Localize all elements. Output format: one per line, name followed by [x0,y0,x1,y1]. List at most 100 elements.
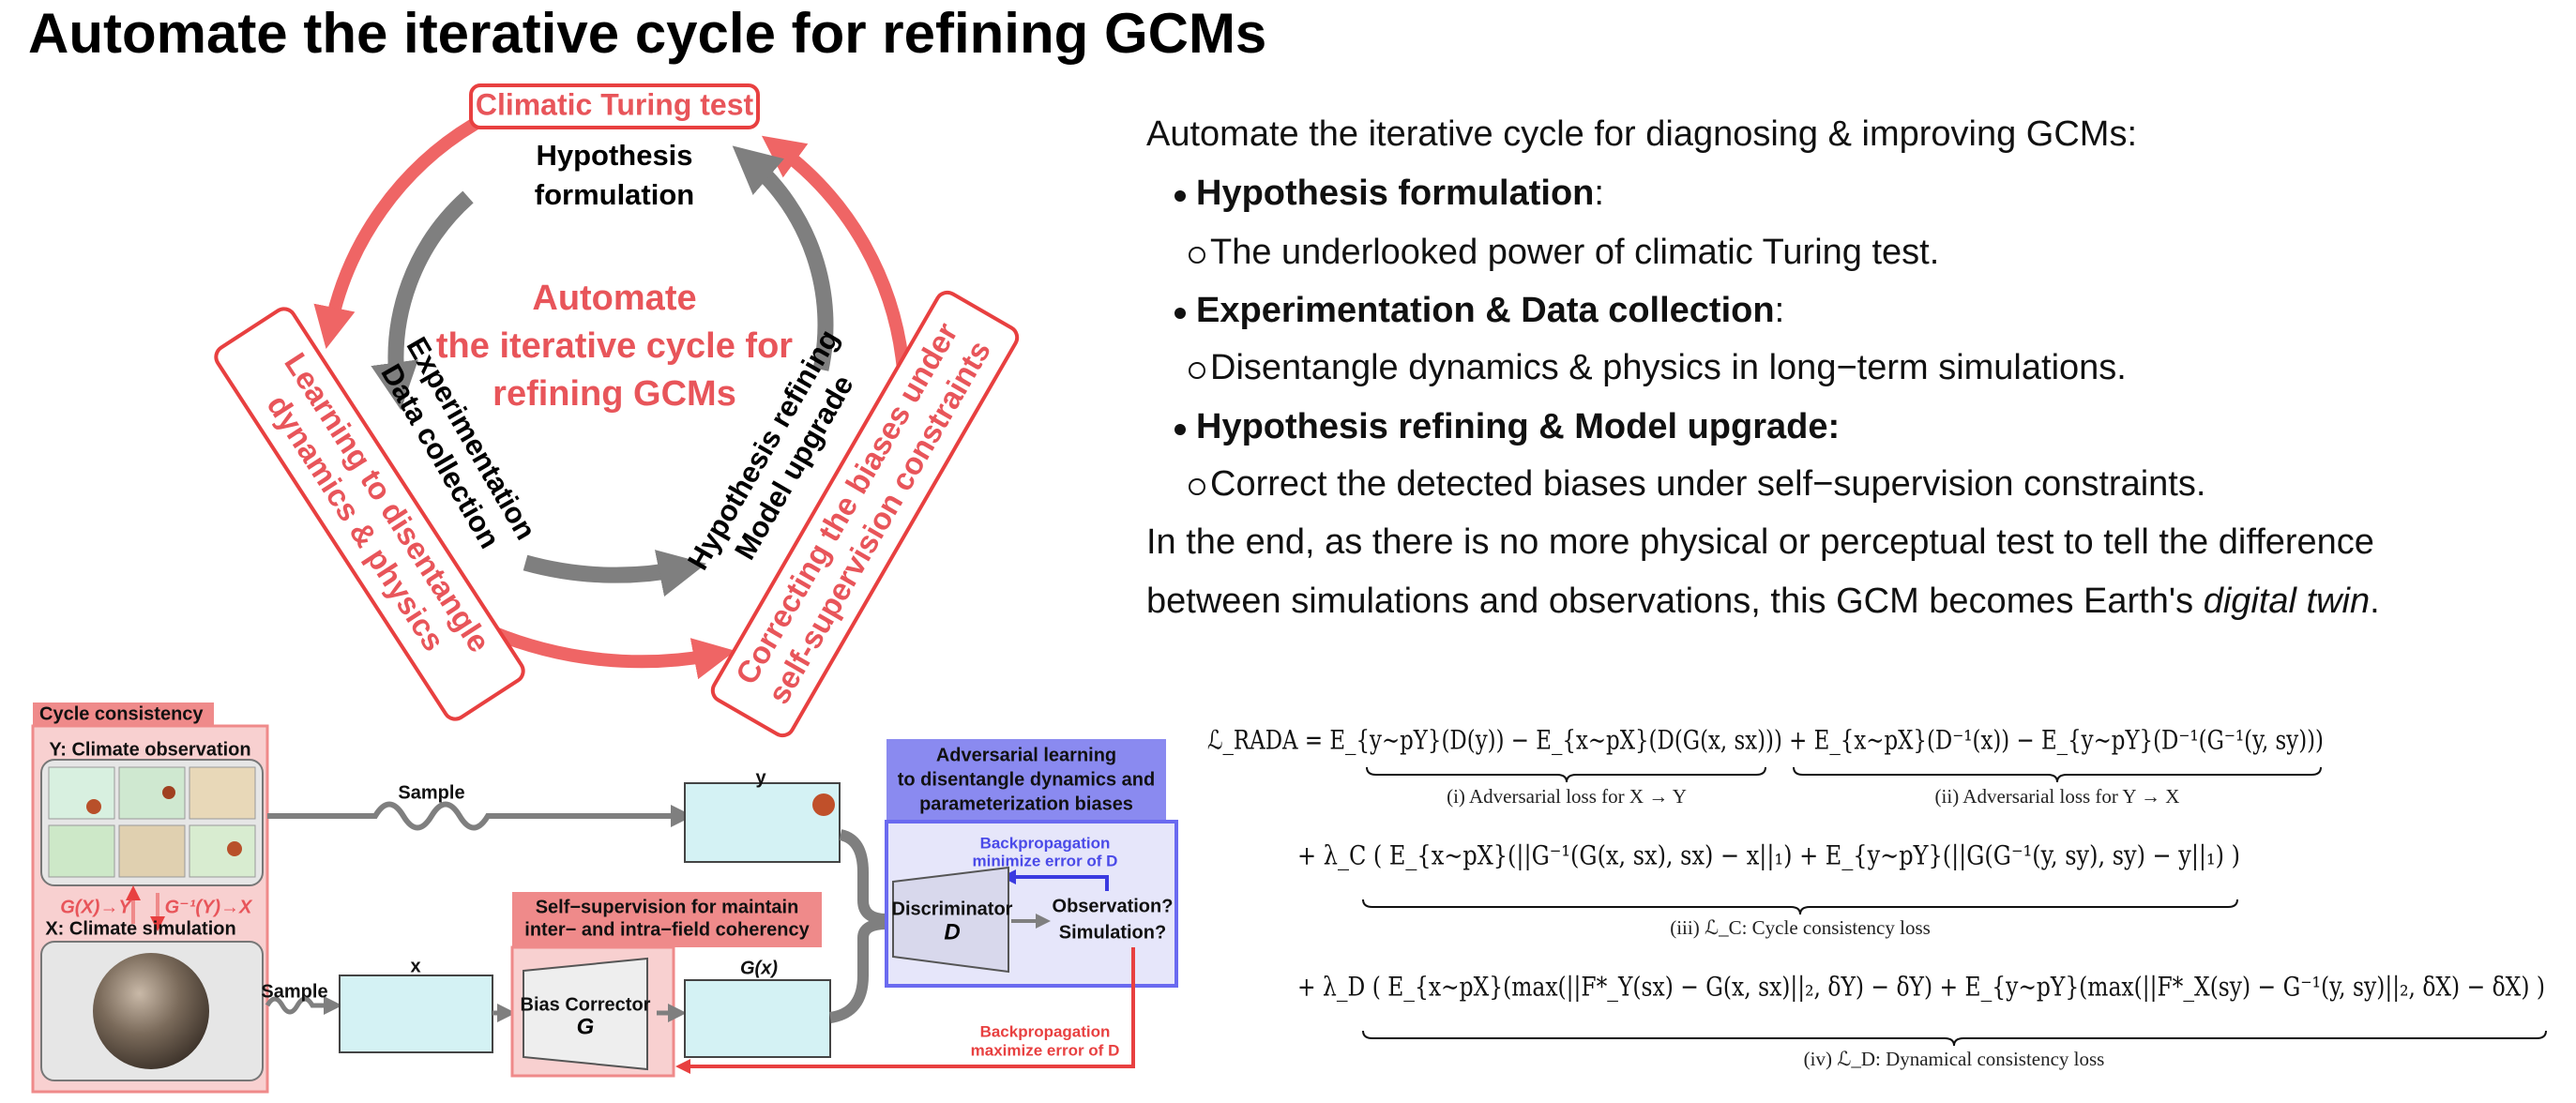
pipeline: Cycle consistency Y: Climate observation… [31,703,1178,1094]
item-heading: Hypothesis formulation [1196,174,1594,213]
underbrace [1362,899,2238,915]
map [118,824,186,878]
adversarial: parameterization biases [919,793,1133,814]
sample-label: Sample [261,981,327,1002]
backprop-max: maximize error of D [971,1041,1120,1059]
self-supervision: inter− and intra−field coherency [524,919,810,940]
arrow [675,947,1135,1074]
y-label: Y: Climate observation [49,739,250,760]
item-suffix: : [1594,174,1604,213]
discriminator [892,866,1009,974]
arrow [490,626,736,680]
map-y [684,782,841,863]
arrow [523,550,706,597]
output: Observation? [1053,896,1174,916]
bullet [1174,190,1186,202]
sub-item: Correct the detected biases under self−s… [1210,464,2205,504]
label-box [33,703,214,727]
box [214,307,525,721]
cycle-center: refining GCMs [492,374,736,414]
map-gx [684,979,831,1058]
cycle-label: Climatic Turing test [476,87,754,121]
map [189,766,256,820]
discriminator-symbol: D [944,919,960,944]
box [469,83,760,129]
corrector-label: Bias Corrector [521,994,651,1015]
map-label: G(x) [740,958,778,978]
equation: ℒ_RADA = E_{y∼pY}(D(y)) − E_{x∼pX}(D(G(x… [1207,725,2324,756]
obs-maps [48,766,256,878]
map-label: x [410,956,420,976]
sub-bullet [1189,478,1205,495]
conclusion: between simulations and observations, th… [1146,582,2380,621]
cycle-step: formulation [535,178,695,211]
summary: Automate the iterative cycle for diagnos… [1146,114,2380,621]
backprop-min: Backpropagation [980,834,1111,852]
mapping: G⁻¹(Y)→X [165,897,253,917]
arrow [313,116,480,349]
mapping: G(X)→Y [60,897,132,917]
adversarial-box [886,739,1166,822]
equation: + λ_D ( E_{x∼pX}(max(||F*_Y(sx) − G(x, s… [1297,972,2545,1003]
sub-item: The underlooked power of climatic Turing… [1210,233,1939,272]
map [48,766,115,820]
cycle-center: the iterative cycle for [436,326,793,366]
conclusion-text: between simulations and observations, th… [1146,582,2204,621]
conclusion: In the end, as there is no more physical… [1146,522,2374,562]
sample-label: Sample [398,782,464,803]
arrow [371,190,474,411]
globe [93,953,209,1069]
sample-arrow [265,996,342,1015]
intro: Automate the iterative cycle for diagnos… [1146,114,2137,154]
map-patch [86,799,101,814]
arrow [761,135,910,371]
map-patch [162,786,175,799]
arrow [732,145,834,371]
bullet [1174,308,1186,319]
arrow [839,829,887,925]
corrector [523,957,648,1071]
map-patch [227,841,242,856]
equations: ℒ_RADA = E_{y∼pY}(D(y)) − E_{x∼pX}(D(G(x… [1207,725,2547,1070]
item-suffix: : [1775,291,1785,330]
cycle-arrows [313,116,910,680]
equation-label: (iii) ℒ_C: Cycle consistency loss [1670,916,1931,939]
map-x [339,975,493,1053]
cycle-label: Cycle consistency [39,703,204,724]
map [189,824,256,878]
item: Hypothesis formulation: [1196,174,1604,213]
adversarial: to disentangle dynamics and [898,769,1156,790]
sample-arrow [267,801,693,831]
output: Simulation? [1059,922,1166,943]
box [710,290,1020,738]
equation-label: (i) Adversarial loss for X → Y [1447,785,1687,808]
underbrace [1362,1030,2547,1047]
adversarial: Adversarial learning [936,745,1116,765]
sub-bullet [1189,362,1205,379]
title: Automate the iterative cycle for refinin… [28,2,1266,65]
self-supervision-box [512,892,822,947]
backprop-min: minimize error of D [973,852,1118,869]
equation-label: (ii) Adversarial loss for Y → X [1935,785,2180,808]
bullet [1174,424,1186,435]
sub-item: Disentangle dynamics & physics in long−t… [1210,348,2127,387]
map-patch [812,793,835,816]
discriminator-label: Discriminator [892,899,1013,919]
cycle-center: Automate [532,279,696,318]
item-heading: Experimentation & Data collection [1196,291,1775,330]
map-label: y [755,767,766,788]
arrow [1001,869,1109,891]
corrector-symbol: G [577,1014,595,1039]
underbrace [1366,766,1766,783]
item: Experimentation & Data collection: [1196,291,1784,330]
conclusion-em: digital twin [2204,582,2370,621]
conclusion-end: . [2370,582,2380,621]
sub-bullet [1189,247,1205,264]
cycle-step: Hypothesis [536,139,692,172]
arrow [828,918,887,1023]
underbrace [1793,766,2322,783]
map [48,824,115,878]
